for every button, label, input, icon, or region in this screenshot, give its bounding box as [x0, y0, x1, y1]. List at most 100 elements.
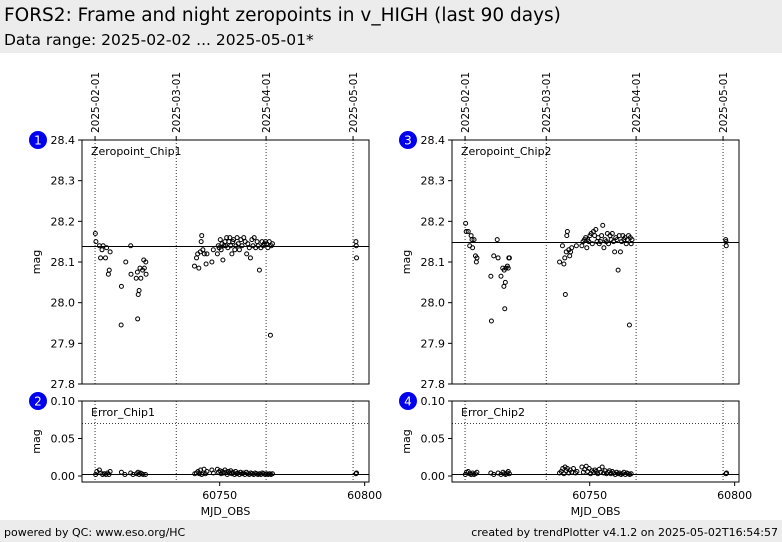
data-point: [506, 255, 512, 261]
data-point: [473, 259, 479, 265]
data-point: [134, 269, 140, 275]
data-point: [106, 472, 112, 477]
data-point: [142, 472, 148, 477]
data-point: [564, 229, 570, 234]
x-axis-label: MJD_OBS: [571, 505, 621, 518]
y-tick-label: 27.9: [51, 337, 76, 350]
date-marker-label: 2025-03-01: [171, 72, 183, 133]
data-point: [559, 243, 565, 249]
data-point: [628, 471, 634, 477]
data-point: [93, 239, 99, 245]
data-point: [220, 257, 226, 263]
data-point: [143, 259, 149, 265]
plot-frame: [81, 400, 370, 483]
data-point: [194, 255, 200, 261]
data-point: [471, 237, 477, 243]
data-point: [561, 471, 567, 477]
data-point: [353, 243, 359, 249]
data-point: [122, 472, 128, 477]
data-point: [251, 235, 257, 241]
data-point: [224, 235, 230, 241]
data-point: [601, 245, 607, 251]
data-point: [102, 255, 108, 261]
data-point: [353, 239, 359, 245]
data-point: [140, 472, 146, 477]
date-marker-label: 2025-04-01: [261, 72, 273, 133]
data-point: [724, 470, 730, 476]
data-point: [100, 243, 106, 249]
date-marker-label: 2025-02-01: [90, 72, 102, 133]
panel-label: Error_Chip2: [461, 406, 525, 419]
data-point: [241, 235, 247, 241]
data-point: [626, 322, 632, 328]
data-point: [598, 469, 604, 475]
data-point: [599, 233, 605, 239]
x-tick-label: 60750: [572, 489, 607, 502]
data-point: [236, 247, 242, 253]
data-point: [584, 245, 590, 251]
data-point: [488, 273, 494, 279]
data-point: [269, 241, 275, 247]
data-point: [199, 233, 205, 239]
data-point: [99, 247, 105, 253]
data-point: [254, 239, 260, 245]
data-point: [227, 235, 233, 241]
y-tick-label: 28.3: [421, 175, 446, 188]
data-point: [256, 267, 262, 273]
x-tick-label: 60800: [717, 489, 752, 502]
data-point: [128, 271, 134, 277]
data-point: [609, 231, 615, 237]
y-tick-label: 0.10: [51, 395, 76, 408]
data-point: [210, 470, 216, 476]
data-point: [354, 470, 360, 476]
data-point: [354, 255, 360, 261]
data-point: [200, 247, 206, 253]
data-point: [201, 251, 207, 257]
data-point: [463, 229, 469, 234]
data-point: [204, 469, 210, 474]
data-point: [138, 275, 144, 281]
footer-bar: powered by QC: www.eso.org/HC created by…: [0, 520, 782, 542]
y-tick-label: 0.00: [51, 470, 76, 483]
data-point: [267, 332, 273, 338]
plot-frame: [451, 139, 740, 385]
data-point: [203, 261, 209, 267]
y-axis-label: mag: [400, 429, 413, 453]
data-point: [600, 222, 606, 228]
panel-badge: [399, 131, 417, 149]
date-marker-label: 2025-05-01: [718, 72, 730, 133]
data-point: [204, 251, 210, 257]
data-point: [614, 237, 620, 243]
data-point: [232, 247, 238, 253]
data-point: [495, 255, 501, 261]
data-point: [617, 249, 623, 255]
data-point: [105, 271, 111, 277]
page-title: FORS2: Frame and night zeropoints in v_H…: [4, 5, 561, 26]
date-marker-label: 2025-04-01: [631, 72, 643, 133]
data-point: [470, 245, 476, 251]
panel-badge: [29, 392, 47, 410]
data-point: [616, 233, 622, 239]
data-point: [501, 283, 507, 289]
data-point: [228, 243, 234, 249]
data-point: [589, 241, 595, 247]
y-tick-label: 28.4: [421, 134, 446, 147]
data-point: [506, 471, 512, 477]
y-tick-label: 28.4: [51, 134, 76, 147]
data-point: [494, 237, 500, 243]
plot-frame: [81, 139, 370, 385]
data-point: [123, 259, 129, 265]
data-point: [133, 275, 139, 281]
data-point: [505, 265, 511, 271]
data-point: [118, 283, 124, 289]
y-tick-label: 0.05: [51, 433, 76, 446]
y-tick-label: 28.1: [51, 256, 76, 269]
data-point: [92, 231, 98, 237]
data-point: [465, 229, 471, 234]
y-tick-label: 28.0: [51, 297, 76, 310]
date-marker-label: 2025-05-01: [348, 72, 360, 133]
data-point: [610, 239, 616, 245]
y-axis-label: mag: [400, 250, 413, 274]
data-point: [469, 237, 475, 243]
